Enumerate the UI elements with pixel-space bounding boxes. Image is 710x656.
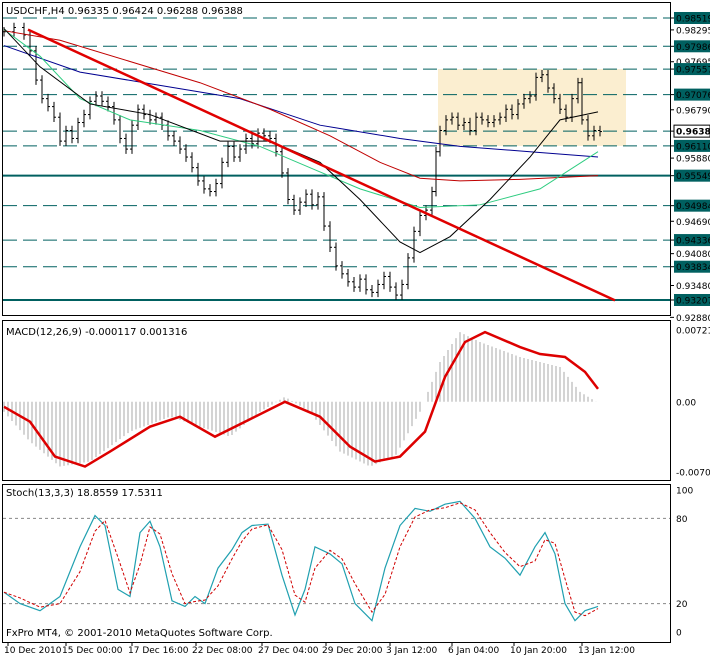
time-label: 22 Dec 08:00 [192,646,253,656]
consolidation-box [438,69,626,146]
macd-axis: 0.00721 0.00 -0.00705 [676,327,710,479]
price-label-box [674,199,710,212]
price-label-box [674,234,710,247]
time-label: 17 Dec 16:00 [128,646,189,656]
price-label-box [674,169,710,182]
macd-axis-label: 0.00 [676,398,696,408]
price-label: 0.97986 [676,43,710,53]
price-label-box [674,63,710,76]
time-label: 27 Dec 04:00 [258,646,319,656]
macd-signal-line [3,330,599,468]
macd-panel-header: MACD(12,26,9) -0.000117 0.001316 [6,327,187,338]
time-label: 13 Jan 12:00 [578,646,635,656]
stoch-axis-label: 80 [676,515,688,525]
price-label-box [674,294,710,306]
price-label: 0.98295 [676,26,710,36]
price-label: 0.96110 [676,142,710,152]
stoch-panel [2,484,671,643]
price-label: 0.92880 [676,314,710,324]
price-label: 0.93207 [676,297,710,307]
price-label: 0.96790 [676,106,710,116]
time-label: 29 Dec 20:00 [322,646,383,656]
time-label: 10 Dec 2010 [4,646,62,656]
price-label: 0.94984 [676,202,710,212]
price-label-box [674,139,710,152]
stoch-axis-label: 20 [676,600,688,610]
time-label: 10 Jan 20:00 [510,646,567,656]
time-label: 6 Jan 04:00 [448,646,500,656]
price-label: 0.96388 [676,128,710,138]
price-label-box [674,12,710,24]
time-label: 15 Dec 00:00 [62,646,123,656]
stoch-panel-header: Stoch(13,3,3) 18.8559 17.5311 [6,488,163,499]
stoch-signal-line [3,502,599,617]
main-panel-header: USDCHF,H4 0.96335 0.96424 0.96288 0.9638… [6,6,243,17]
price-label: 0.97557 [676,66,710,76]
price-label: 0.98519 [676,15,710,25]
trendline [27,28,616,302]
ma-black-line [3,28,599,254]
price-label: 0.94336 [676,237,710,247]
price-label: 0.94690 [676,218,710,228]
price-label: 0.95549 [676,172,710,182]
stoch-axis-label: 0 [676,629,682,639]
price-label-box [674,260,710,273]
price-label-box [674,40,710,53]
price-label-box [674,88,710,101]
copyright-text: FxPro MT4, © 2001-2010 MetaQuotes Softwa… [6,628,273,639]
time-axis: 10 Dec 2010 15 Dec 00:00 17 Dec 16:00 22 De… [4,642,635,656]
time-label: 3 Jan 12:00 [386,646,438,656]
macd-axis-label: -0.00705 [676,469,710,479]
stoch-main-line [3,500,599,622]
price-axis: 0.985190.982950.979860.976950.975570.970… [670,12,710,324]
price-label: 0.94080 [676,250,710,260]
stoch-axis-label: 100 [676,487,693,497]
price-label: 0.95880 [676,155,710,165]
ma-blue-line [3,45,599,158]
ma-red-line [3,30,599,182]
stoch-axis: 100 80 20 0 [676,487,693,639]
macd-panel [2,320,671,481]
price-label: 0.93480 [676,282,710,292]
price-label-box [673,124,710,138]
price-label: 0.97076 [676,91,710,101]
price-label: 0.93834 [676,263,710,273]
macd-axis-label: 0.00721 [676,327,710,337]
